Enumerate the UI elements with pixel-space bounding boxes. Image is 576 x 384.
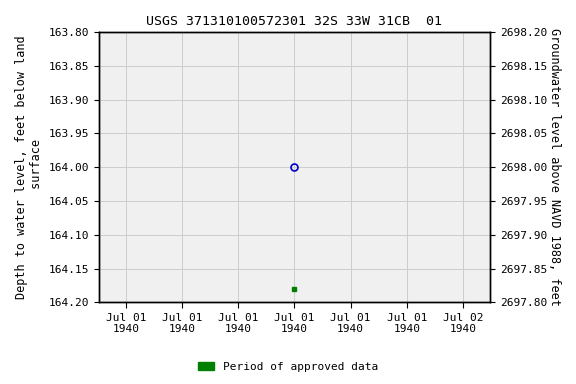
Y-axis label: Groundwater level above NAVD 1988, feet: Groundwater level above NAVD 1988, feet (548, 28, 561, 306)
Legend: Period of approved data: Period of approved data (193, 358, 383, 377)
Y-axis label: Depth to water level, feet below land
 surface: Depth to water level, feet below land su… (15, 35, 43, 299)
Title: USGS 371310100572301 32S 33W 31CB  01: USGS 371310100572301 32S 33W 31CB 01 (146, 15, 442, 28)
